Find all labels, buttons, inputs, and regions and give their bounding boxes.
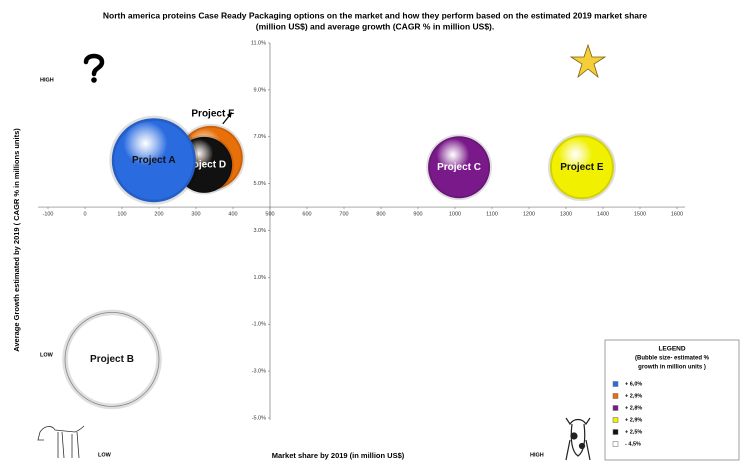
legend-swatch [612, 429, 619, 435]
legend-label: + 2,9% [625, 393, 642, 399]
bubble-label: Project B [90, 354, 134, 365]
y-tick-label: 1.0% [253, 275, 266, 281]
x-tick-label: 300 [191, 212, 200, 218]
corner-label: HIGH [40, 77, 54, 83]
bubble-shade [62, 309, 162, 410]
y-tick-label: -5.0% [252, 415, 266, 421]
legend-label: + 2,8% [625, 405, 642, 411]
y-axis-label: Average Growth estimated by 2019 ( CAGR … [12, 128, 21, 352]
bubble-label: Project A [132, 155, 176, 166]
y-tick-label: 5.0% [253, 181, 266, 187]
bubble-label: Project D [182, 160, 226, 171]
x-tick-label: 0 [83, 212, 86, 218]
bubble [428, 136, 491, 199]
legend-subtitle: growth in million units ) [638, 365, 706, 371]
x-tick-label: 100 [117, 212, 126, 218]
x-tick-label: 1400 [597, 212, 609, 218]
legend-swatch [612, 393, 619, 399]
x-tick-label: -100 [42, 212, 53, 218]
cow-icon [565, 417, 591, 461]
legend-box [604, 339, 740, 461]
y-tick-label: 11.0% [251, 40, 266, 46]
legend-swatch [612, 405, 619, 411]
x-tick-label: 1000 [449, 212, 461, 218]
legend-swatch [612, 441, 619, 447]
legend-label: + 6,0% [625, 381, 642, 387]
y-tick-label: 3.0% [253, 228, 266, 234]
legend-label: + 2,5% [625, 429, 642, 435]
bubble-shade [109, 115, 199, 205]
x-tick-label: 600 [302, 212, 311, 218]
legend: LEGEND (Bubble size- estimated % growth in… [612, 346, 710, 447]
x-tick-label: 400 [228, 212, 237, 218]
x-tick-label: 800 [376, 212, 385, 218]
x-tick-label: 1500 [634, 212, 646, 218]
corner-label: HIGH [530, 452, 544, 458]
corner-label: LOW [40, 352, 54, 358]
question-icon [83, 53, 105, 77]
bubble [111, 118, 196, 203]
chart-title: (million US$) and average growth (CAGR %… [256, 21, 495, 31]
y-tick-label: -1.0% [252, 322, 266, 328]
x-tick-label: 700 [339, 212, 348, 218]
bubble-label: Project C [437, 162, 481, 173]
x-tick-label: 500 [265, 212, 274, 218]
legend-label: + 2,9% [625, 417, 642, 423]
question-icon-dot [91, 77, 97, 83]
arrow-head [226, 111, 232, 118]
x-tick-label: 1300 [560, 212, 572, 218]
legend-title: LEGEND [658, 346, 685, 353]
x-tick-label: 900 [413, 212, 422, 218]
y-tick-label: 9.0% [253, 87, 266, 93]
dog-icon [37, 425, 85, 459]
corner-label: LOW [98, 452, 112, 458]
legend-label: - 4,5% [625, 441, 641, 447]
legend-swatch [612, 381, 619, 387]
x-tick-label: 200 [154, 212, 163, 218]
star-icon [569, 43, 607, 79]
bubble [549, 135, 614, 200]
legend-subtitle: (Bubble size- estimated % [635, 356, 710, 362]
legend-swatch [612, 417, 619, 423]
bubble [64, 312, 160, 407]
bubble-shade [426, 134, 492, 201]
y-tick-label: 7.0% [253, 134, 266, 140]
x-tick-label: 1100 [486, 212, 498, 218]
bubble-shade [547, 133, 616, 202]
bubble-label: Project F [191, 108, 234, 119]
chart-title: North america proteins Case Ready Packag… [103, 10, 647, 20]
x-tick-label: 1200 [523, 212, 535, 218]
bubble-label: Project E [560, 162, 604, 173]
y-tick-label: -3.0% [252, 369, 266, 375]
x-axis-label: Market share by 2019 (in million US$) [272, 451, 405, 460]
x-tick-label: 1600 [671, 212, 683, 218]
